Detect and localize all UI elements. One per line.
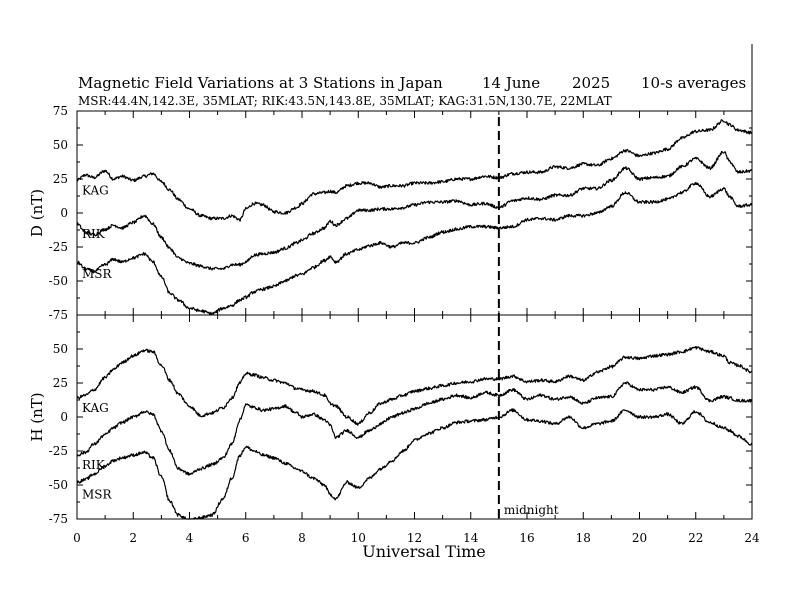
x-tick-label: 16 [519, 531, 534, 545]
x-tick-label: 18 [576, 531, 591, 545]
x-tick-label: 22 [688, 531, 703, 545]
series-lines [76, 346, 753, 520]
series-label-kag: KAG [82, 183, 109, 197]
x-tick-label: 20 [632, 531, 647, 545]
y-axis-ticks: 75 50 25 0 -25 -50 -75 [49, 104, 752, 322]
series-line-rik [76, 381, 753, 476]
x-tick-label: 4 [186, 531, 194, 545]
y-tick-label: -75 [49, 512, 68, 526]
x-axis-tick-labels: 0 2 4 6 8 10 12 14 16 18 20 22 24 [73, 531, 760, 545]
midnight-label: midnight [504, 503, 559, 517]
chart-title: Magnetic Field Variations at 3 Stations … [78, 74, 443, 92]
x-tick-label: 12 [407, 531, 422, 545]
chart-averaging: 10-s averages [641, 74, 746, 92]
panel-declination: 75 50 25 0 -25 -50 -75 KAG RIK MSR D (nT) [28, 104, 753, 322]
x-axis-ticks [76, 315, 753, 519]
x-tick-label: 8 [298, 531, 306, 545]
y-tick-label: -50 [49, 274, 68, 288]
y-tick-label: -25 [49, 240, 68, 254]
y-tick-label: 0 [60, 410, 68, 424]
series-line-msr [76, 408, 753, 520]
panel-horizontal: 50 25 0 -25 -50 -75 KAG RIK MSR H (nT) [28, 314, 753, 526]
x-axis-ticks [76, 111, 753, 315]
x-tick-label: 14 [463, 531, 479, 545]
series-line-rik [76, 150, 753, 271]
y-tick-label: -75 [49, 308, 68, 322]
series-line-kag [76, 119, 753, 222]
y-tick-label: 25 [53, 172, 68, 186]
x-tick-label: 10 [351, 531, 366, 545]
panel-frame [76, 110, 753, 316]
chart-header: Magnetic Field Variations at 3 Stations … [78, 74, 746, 108]
series-labels: KAG RIK MSR [82, 183, 113, 281]
y-tick-label: -25 [49, 444, 68, 458]
x-tick-label: 2 [129, 531, 137, 545]
midnight-marker: midnight [497, 117, 559, 519]
series-label-kag: KAG [82, 401, 109, 415]
x-tick-label: 0 [73, 531, 81, 545]
chart-subtitle: MSR:44.4N,142.3E, 35MLAT; RIK:43.5N,143.… [78, 94, 612, 108]
series-line-msr [76, 181, 753, 316]
series-label-msr: MSR [82, 487, 113, 501]
y-tick-label: 25 [53, 376, 68, 390]
chart-date: 14 June [482, 74, 540, 92]
y-axis-label: H (nT) [28, 392, 46, 441]
series-label-rik: RIK [82, 458, 106, 472]
series-line-kag [76, 346, 753, 426]
y-tick-label: 0 [60, 206, 68, 220]
series-label-rik: RIK [82, 227, 106, 241]
y-axis-ticks: 50 25 0 -25 -50 -75 [49, 314, 752, 526]
series-lines [76, 119, 753, 316]
x-axis-label: Universal Time [362, 542, 485, 561]
chart-year: 2025 [572, 74, 610, 92]
y-tick-label: 50 [53, 342, 68, 356]
series-label-msr: MSR [82, 267, 113, 281]
x-tick-label: 6 [242, 531, 250, 545]
y-axis-label: D (nT) [28, 189, 46, 237]
y-tick-label: 75 [53, 104, 68, 118]
y-tick-label: 50 [53, 138, 68, 152]
y-tick-label: -50 [49, 478, 68, 492]
series-labels: KAG RIK MSR [82, 401, 113, 501]
x-tick-label: 24 [744, 531, 760, 545]
